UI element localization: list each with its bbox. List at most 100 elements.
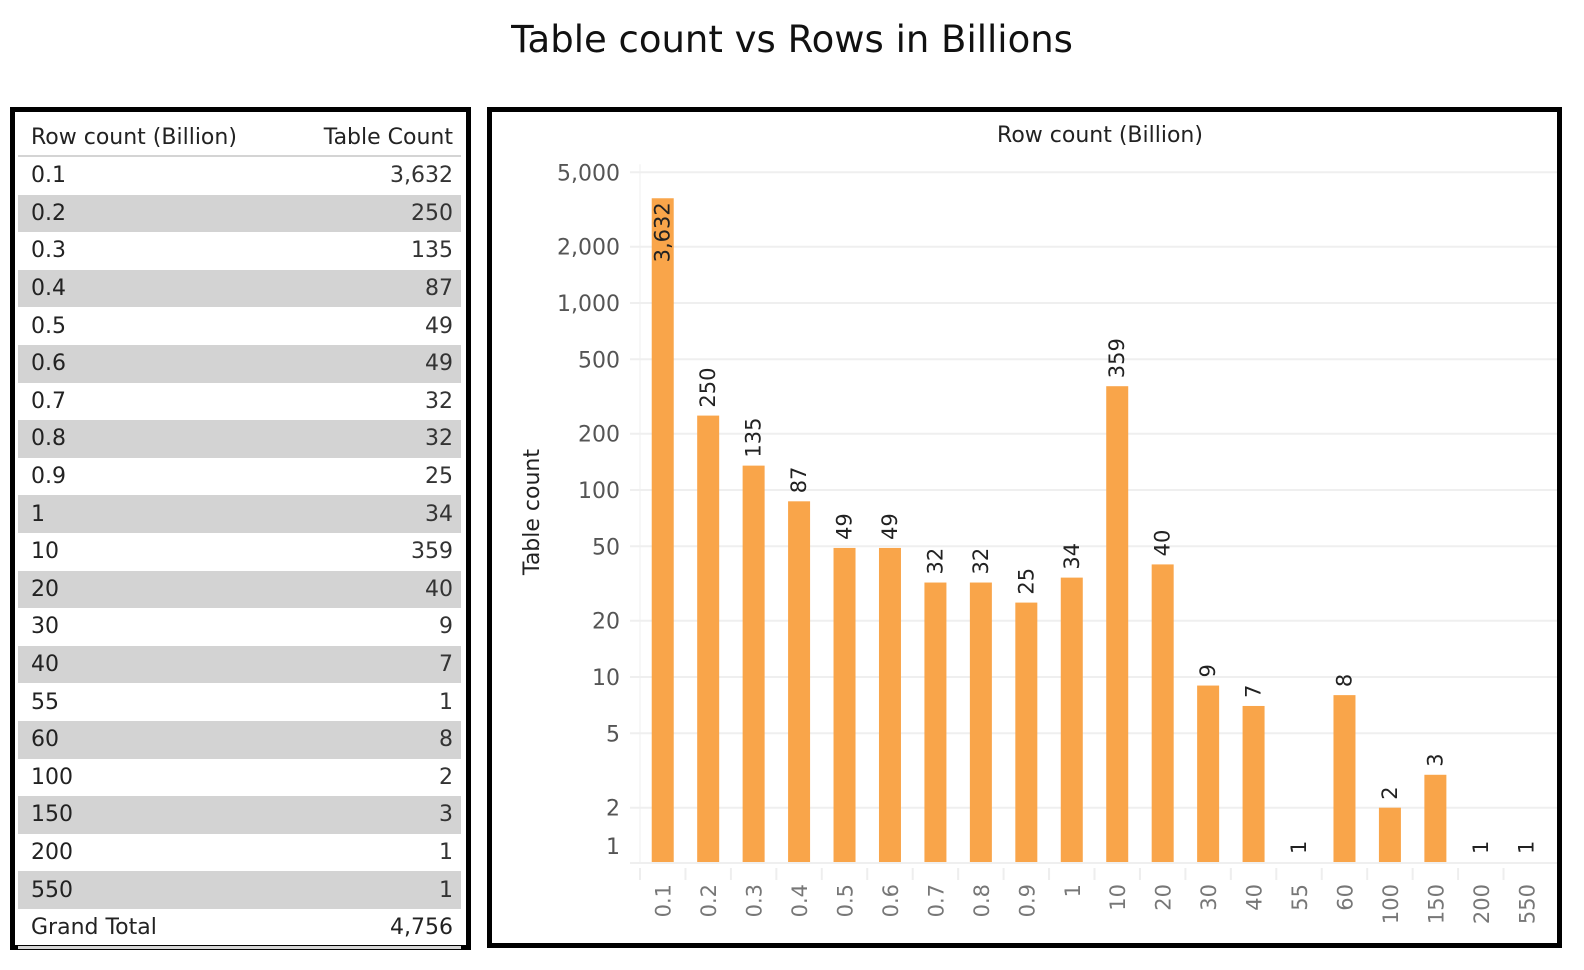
table-row: 0.7 32 [18,383,461,421]
column-header-row-count[interactable]: Row count (Billion) [18,119,286,157]
data-label: 1 [1287,841,1311,854]
table-count-cell: 1 [285,871,461,909]
data-label: 49 [878,513,902,540]
x-tick-label: 1 [1061,884,1085,897]
row-count-cell: 20 [18,570,286,609]
bar-0.1[interactable] [651,198,674,862]
table-row: 0.1 3,632 [18,156,461,195]
table-count-cell: 32 [425,388,453,414]
bar-0.3[interactable] [742,465,765,862]
data-label: 7 [1242,685,1266,698]
x-tick-label: 0.6 [879,884,903,917]
row-count-cell: 0.5 [31,313,66,339]
bar-10[interactable] [1106,386,1129,862]
row-count-cell: 200 [31,839,73,865]
data-label: 32 [923,548,947,575]
table-count-cell: 49 [285,344,461,383]
data-label: 40 [1151,530,1175,557]
bar-100[interactable] [1378,807,1401,862]
data-label: 34 [1060,543,1084,570]
bar-0.9[interactable] [1015,602,1038,862]
table-count-cell: 34 [285,495,461,533]
table-row: 200 1 [18,834,461,872]
table-row: 30 9 [18,608,461,646]
data-label: 2 [1378,786,1402,799]
data-label: 8 [1332,674,1356,687]
x-tick-label: 0.2 [697,884,721,917]
data-label: 359 [1105,338,1129,378]
table-count-cell: 1 [439,689,453,715]
table-row: 0.4 87 [18,269,461,308]
bar-150[interactable] [1424,774,1447,862]
data-label: 1 [1514,841,1538,854]
bar-0.8[interactable] [969,582,992,862]
bar-0.4[interactable] [788,501,811,862]
table-row: 550 1 [18,871,461,909]
data-label: 25 [1014,568,1038,595]
x-tick-label: 20 [1152,884,1176,911]
row-count-cell: 0.2 [18,194,286,233]
table-row: 0.8 32 [18,420,461,458]
y-axis: 1 2 5 10 20 50 100 200 500 1,000 2,000 5,000 [557,161,620,860]
table-row: 40 7 [18,645,461,684]
x-tick-label: 200 [1470,884,1494,924]
x-tick-label: 0.1 [652,884,676,917]
y-tick-label: 50 [592,535,620,560]
y-tick-label: 5,000 [557,161,620,186]
table-count-cell: 9 [439,614,453,640]
table-count-cell: 250 [285,194,461,233]
bar-0.2[interactable] [697,415,720,862]
column-header-table-count[interactable]: Table Count [285,119,461,157]
y-tick-label: 10 [592,666,620,691]
table-row: 0.3 135 [18,232,461,270]
row-count-cell: 100 [31,764,73,790]
bar-chart-panel: 3,632 250 135 87 49 49 32 32 25 34 359 40 9 7 1 8 2 3 1 1 1… [487,107,1562,948]
row-count-cell: 30 [31,614,59,640]
y-tick-label: 20 [592,610,620,635]
x-tick-label: 0.7 [924,884,948,917]
y-axis-title: Table count [520,449,545,576]
page-title: Table count vs Rows in Billions [511,18,1073,61]
gridlines [630,164,1557,864]
bar-30[interactable] [1197,685,1220,862]
data-label: 3 [1423,753,1447,766]
grand-total-value: 4,756 [285,908,461,950]
bar-40[interactable] [1242,705,1265,862]
bar-20[interactable] [1151,564,1174,862]
bar-60[interactable] [1333,695,1356,862]
row-count-cell: 40 [18,645,286,684]
row-count-cell: 0.3 [31,238,66,264]
x-tick-label: 0.8 [970,884,994,917]
data-table: Row count (Billion) Table Count 0.1 3,632… [18,119,461,950]
table-count-cell: 49 [425,313,453,339]
table-row: 55 1 [18,683,461,721]
x-tick-label: 0.9 [1015,884,1039,917]
table-row: 150 3 [18,796,461,834]
table-count-cell: 3 [285,796,461,834]
data-label: 1 [1469,841,1493,854]
bar-1[interactable] [1060,577,1083,862]
data-label: 250 [696,367,720,407]
row-count-cell: 10 [31,539,59,565]
bar-0.7[interactable] [924,582,947,862]
bar-0.5[interactable] [833,547,856,862]
y-tick-label: 1 [606,835,620,860]
table-count-cell: 135 [411,238,453,264]
data-label: 135 [742,418,766,458]
data-label: 49 [833,513,857,540]
y-tick-label: 500 [578,348,620,373]
table-count-cell: 87 [285,269,461,308]
table-row: 0.2 250 [18,194,461,233]
x-tick-label: 0.3 [743,884,767,917]
bar-0.6[interactable] [878,547,901,862]
table-count-cell: 25 [425,464,453,490]
table-count-cell: 32 [285,420,461,458]
row-count-cell: 1 [18,495,286,533]
x-axis: 0.1 0.2 0.3 0.4 0.5 0.6 0.7 0.8 0.9 1 10 20 30 40 55 60… [639,868,1539,924]
y-tick-label: 1,000 [557,292,620,317]
row-count-cell: 550 [18,871,286,909]
table-count-cell: 359 [411,539,453,565]
y-tick-label: 5 [606,722,620,747]
y-tick-label: 100 [578,479,620,504]
